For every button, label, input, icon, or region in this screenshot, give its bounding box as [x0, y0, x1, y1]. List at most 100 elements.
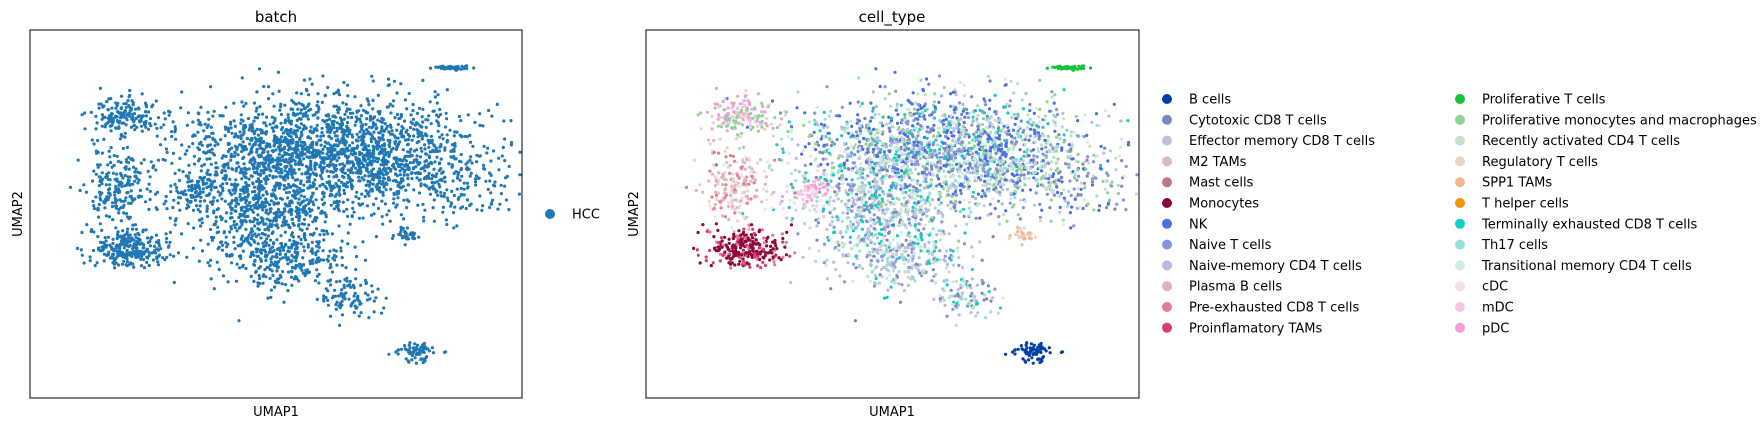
data-point: [187, 188, 191, 192]
data-point: [97, 102, 101, 106]
data-point: [308, 173, 312, 177]
data-point: [981, 117, 986, 121]
data-point: [265, 265, 269, 270]
data-point: [144, 125, 148, 129]
data-point: [354, 166, 358, 170]
data-point: [978, 108, 982, 112]
data-point: [234, 279, 239, 283]
data-point: [430, 346, 434, 350]
data-point: [215, 260, 219, 264]
data-point: [775, 143, 779, 147]
data-point: [489, 173, 493, 177]
data-point: [199, 224, 203, 228]
data-point: [462, 67, 466, 71]
data-point: [457, 114, 461, 119]
data-point: [1006, 111, 1010, 115]
data-point: [345, 207, 349, 211]
data-point: [873, 112, 877, 117]
data-point: [164, 240, 168, 244]
data-point: [950, 194, 954, 199]
data-point: [347, 175, 351, 179]
data-point: [381, 190, 385, 195]
data-point: [259, 259, 263, 263]
data-point: [988, 79, 992, 83]
data-point: [939, 144, 943, 149]
data-point: [355, 297, 359, 301]
data-point: [139, 161, 143, 165]
data-point: [269, 199, 273, 203]
data-point: [335, 129, 339, 133]
data-point: [343, 183, 347, 187]
data-point: [1032, 176, 1036, 180]
data-point: [1015, 173, 1019, 177]
data-point: [455, 176, 460, 180]
data-point: [148, 197, 152, 202]
data-point: [404, 130, 408, 134]
data-point: [307, 201, 311, 205]
data-point: [119, 243, 123, 247]
data-point: [388, 123, 392, 127]
data-point: [354, 254, 359, 259]
data-point: [178, 208, 182, 212]
data-point: [186, 222, 190, 226]
data-point: [122, 259, 126, 263]
data-point: [244, 205, 248, 209]
data-point: [269, 295, 273, 299]
data-point: [280, 171, 284, 175]
data-point: [106, 235, 111, 239]
data-point: [821, 157, 825, 161]
data-point: [490, 114, 494, 118]
data-point: [229, 158, 233, 162]
data-point: [453, 205, 457, 209]
data-point: [147, 253, 151, 258]
data-point: [844, 177, 848, 181]
data-point: [356, 144, 360, 148]
data-point: [209, 277, 213, 281]
data-point: [315, 123, 319, 127]
data-point: [1037, 115, 1041, 119]
data-point: [108, 124, 112, 128]
data-point: [409, 351, 413, 355]
data-point: [342, 209, 346, 214]
data-point: [280, 135, 284, 139]
data-point: [489, 159, 493, 163]
data-point: [391, 201, 396, 205]
data-point: [319, 173, 323, 178]
data-point: [1027, 122, 1032, 126]
data-point: [814, 142, 818, 146]
data-point: [1016, 129, 1020, 133]
data-point: [443, 180, 447, 184]
data-point: [432, 198, 436, 202]
data-point: [770, 99, 775, 103]
data-point: [326, 303, 330, 307]
data-point: [444, 111, 448, 115]
data-point: [504, 198, 509, 202]
data-point: [197, 142, 201, 146]
data-point: [165, 236, 169, 241]
data-point: [236, 202, 240, 206]
data-point: [399, 162, 404, 166]
data-point: [188, 171, 192, 175]
data-point: [308, 77, 312, 81]
data-point: [372, 310, 376, 314]
data-point: [395, 144, 399, 148]
data-point: [106, 108, 110, 112]
data-point: [257, 203, 261, 207]
data-point: [445, 140, 449, 144]
data-point: [366, 130, 370, 134]
data-point: [128, 243, 132, 248]
data-point: [896, 167, 900, 171]
data-point: [929, 148, 933, 152]
data-point: [322, 195, 326, 199]
data-point: [309, 196, 313, 200]
data-point: [137, 178, 141, 182]
data-point: [384, 127, 388, 131]
data-point: [301, 188, 306, 192]
data-point: [247, 128, 251, 132]
data-point: [925, 107, 929, 111]
data-point: [418, 124, 422, 128]
data-point: [415, 111, 420, 115]
data-point: [322, 297, 326, 301]
data-point: [983, 144, 987, 148]
data-point: [425, 355, 429, 359]
